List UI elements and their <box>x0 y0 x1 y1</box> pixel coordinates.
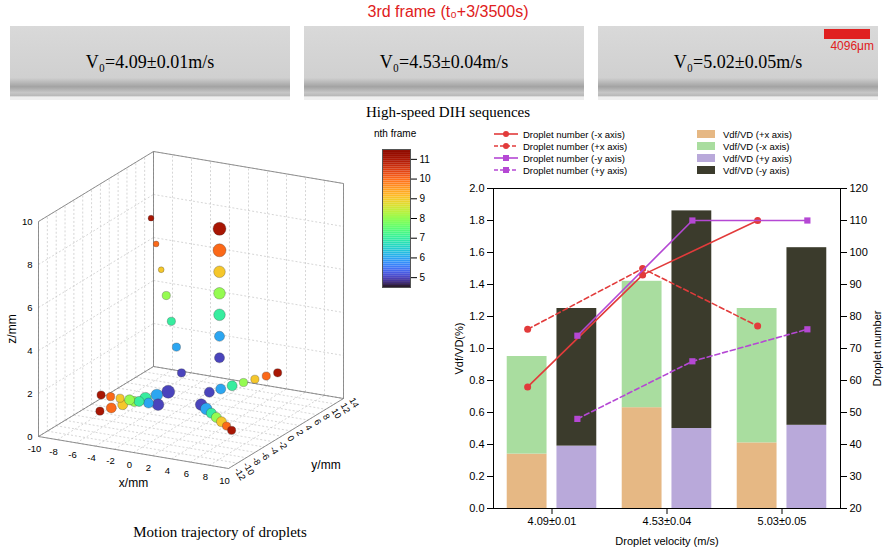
svg-text:0: 0 <box>27 431 32 442</box>
html-text:V₀=4.53±0.04m/s: V₀=4.53±0.04m/s <box>379 52 509 72</box>
svg-text:60: 60 <box>850 374 862 386</box>
svg-text:-2: -2 <box>276 438 290 451</box>
svg-text:0.0: 0.0 <box>469 502 484 514</box>
svg-text:90: 90 <box>850 278 862 290</box>
svg-text:1.0: 1.0 <box>469 342 484 354</box>
svg-text:10: 10 <box>219 475 230 486</box>
svg-text:1.4: 1.4 <box>469 278 484 290</box>
svg-text:4.53±0.04: 4.53±0.04 <box>643 515 692 527</box>
svg-text:0: 0 <box>127 459 132 470</box>
svg-text:0: 0 <box>285 434 296 443</box>
svg-text:100: 100 <box>850 246 868 258</box>
svg-text:30: 30 <box>850 470 862 482</box>
svg-text:6: 6 <box>27 302 32 313</box>
svg-text:1.2: 1.2 <box>469 310 484 322</box>
svg-text:1.6: 1.6 <box>469 246 484 258</box>
svg-text:-2: -2 <box>106 455 114 466</box>
html-text:4096μm: 4096μm <box>830 39 874 53</box>
svg-text:-6: -6 <box>68 449 76 460</box>
svg-text:10: 10 <box>329 406 344 421</box>
svg-text:-4: -4 <box>87 452 95 463</box>
html-text:High-speed DIH sequences: High-speed DIH sequences <box>365 104 531 120</box>
html-text:Vdf/VD (-x axis): Vdf/VD (-x axis) <box>723 140 790 152</box>
svg-text:4: 4 <box>303 423 314 432</box>
svg-text:-6: -6 <box>258 449 272 462</box>
svg-text:10: 10 <box>420 173 432 184</box>
svg-text:5: 5 <box>420 272 426 283</box>
svg-text:z/mm: z/mm <box>5 314 19 343</box>
svg-text:6: 6 <box>420 252 426 263</box>
html-text:Vdf/VD (+y axis): Vdf/VD (+y axis) <box>723 152 792 164</box>
svg-text:9: 9 <box>420 193 426 204</box>
html-text:V₀=5.02±0.05m/s: V₀=5.02±0.05m/s <box>673 52 803 72</box>
svg-text:2: 2 <box>146 462 151 473</box>
svg-text:y/mm: y/mm <box>311 458 340 472</box>
html-text:nth frame: nth frame <box>374 128 417 139</box>
svg-text:2: 2 <box>294 428 305 437</box>
svg-text:2.0: 2.0 <box>469 182 484 194</box>
svg-text:80: 80 <box>850 310 862 322</box>
html-text:Vdf/VD (-y axis): Vdf/VD (-y axis) <box>723 164 790 176</box>
html-text:3rd frame (t₀+3/3500s): 3rd frame (t₀+3/3500s) <box>367 3 529 20</box>
html-text:Droplet number (-y axis): Droplet number (-y axis) <box>523 152 625 164</box>
svg-text:4: 4 <box>27 345 32 356</box>
svg-text:8: 8 <box>321 412 332 421</box>
svg-text:1.8: 1.8 <box>469 214 484 226</box>
svg-text:-8: -8 <box>49 446 57 457</box>
svg-text:4: 4 <box>165 465 170 476</box>
svg-text:11: 11 <box>420 154 431 165</box>
svg-text:5.03±0.05: 5.03±0.05 <box>758 515 807 527</box>
svg-text:8: 8 <box>420 213 426 224</box>
html-text:V₀=4.09±0.01m/s: V₀=4.09±0.01m/s <box>85 52 215 72</box>
svg-text:-10: -10 <box>28 443 42 454</box>
svg-text:120: 120 <box>850 182 868 194</box>
svg-text:-8: -8 <box>250 455 263 468</box>
svg-text:7: 7 <box>420 232 426 243</box>
svg-text:8: 8 <box>27 259 32 270</box>
svg-text:x/mm: x/mm <box>119 476 148 490</box>
svg-text:10: 10 <box>22 216 33 227</box>
svg-text:-10: -10 <box>241 460 257 477</box>
svg-text:2: 2 <box>27 388 32 399</box>
svg-text:110: 110 <box>850 214 868 226</box>
svg-text:14: 14 <box>347 396 361 410</box>
html-text:Droplet number (+x axis): Droplet number (+x axis) <box>523 140 628 152</box>
svg-text:Droplet number: Droplet number <box>871 310 883 386</box>
svg-text:40: 40 <box>850 438 862 450</box>
svg-text:0.2: 0.2 <box>469 470 484 482</box>
svg-text:4.09±0.01: 4.09±0.01 <box>528 515 577 527</box>
svg-text:-12: -12 <box>232 465 248 483</box>
svg-text:Vdf/VD(%): Vdf/VD(%) <box>453 323 465 375</box>
html-text:Vdf/VD (+x axis): Vdf/VD (+x axis) <box>723 128 792 140</box>
svg-text:70: 70 <box>850 342 862 354</box>
html-text:Droplet number (-x axis): Droplet number (-x axis) <box>523 128 625 140</box>
svg-text:50: 50 <box>850 406 862 418</box>
svg-text:8: 8 <box>203 471 208 482</box>
html-text:Motion trajectory of droplets: Motion trajectory of droplets <box>133 524 307 540</box>
svg-text:6: 6 <box>312 417 323 426</box>
svg-text:-4: -4 <box>267 444 281 457</box>
svg-text:20: 20 <box>850 502 862 514</box>
svg-text:Droplet velocity (m/s): Droplet velocity (m/s) <box>615 535 718 547</box>
html-text:Droplet number (+y axis): Droplet number (+y axis) <box>523 164 628 176</box>
svg-text:6: 6 <box>184 468 189 479</box>
svg-text:0.6: 0.6 <box>469 406 484 418</box>
svg-text:0.8: 0.8 <box>469 374 484 386</box>
svg-text:12: 12 <box>338 401 353 415</box>
svg-text:0.4: 0.4 <box>469 438 484 450</box>
